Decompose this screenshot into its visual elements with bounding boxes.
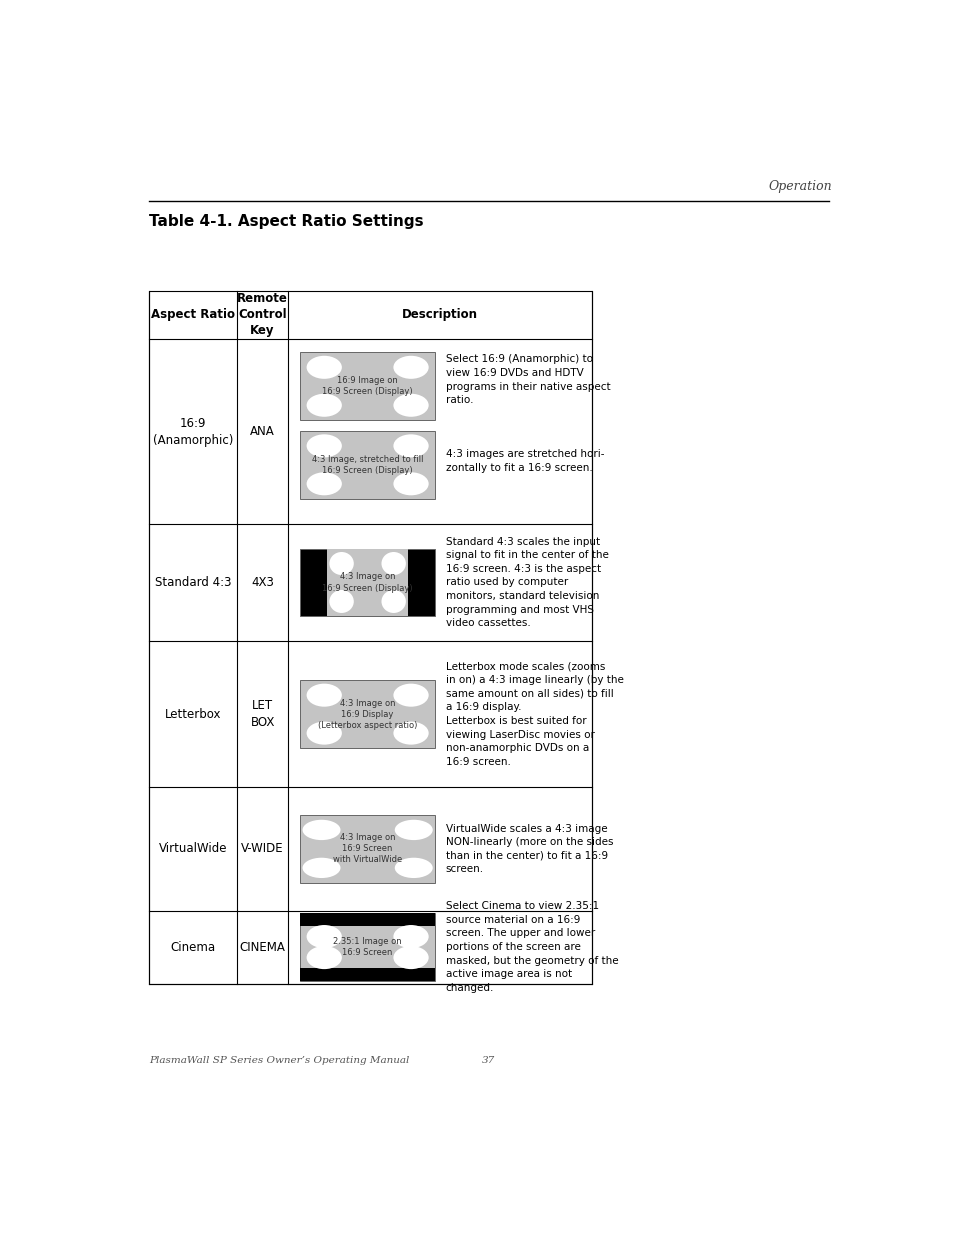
Text: 4:3 Image on
16:9 Display
(Letterbox aspect ratio): 4:3 Image on 16:9 Display (Letterbox asp…: [317, 699, 416, 730]
Ellipse shape: [393, 925, 428, 948]
Text: Remote
Control
Key: Remote Control Key: [237, 293, 288, 337]
Bar: [299, 352, 435, 420]
Ellipse shape: [381, 552, 405, 576]
Text: 16:9 Image on
16:9 Screen (Display): 16:9 Image on 16:9 Screen (Display): [322, 377, 413, 396]
Ellipse shape: [306, 721, 341, 745]
Bar: [299, 968, 435, 981]
Text: 2.35:1 Image on
16:9 Screen: 2.35:1 Image on 16:9 Screen: [333, 937, 401, 957]
Text: 37: 37: [482, 1056, 495, 1065]
Text: Table 4-1. Aspect Ratio Settings: Table 4-1. Aspect Ratio Settings: [149, 214, 423, 228]
Ellipse shape: [306, 684, 341, 706]
Text: Cinema: Cinema: [171, 941, 215, 953]
Ellipse shape: [393, 356, 428, 379]
Text: LET
BOX: LET BOX: [251, 699, 274, 729]
Text: 4X3: 4X3: [251, 576, 274, 589]
Ellipse shape: [381, 590, 405, 613]
Text: V-WIDE: V-WIDE: [241, 842, 284, 856]
Bar: [149, 290, 592, 983]
Text: Select Cinema to view 2.35:1
source material on a 16:9
screen. The upper and low: Select Cinema to view 2.35:1 source mate…: [445, 902, 618, 993]
Ellipse shape: [393, 435, 428, 457]
Text: 4:3 images are stretched hori-
zontally to fit a 16:9 screen.: 4:3 images are stretched hori- zontally …: [445, 450, 603, 473]
Ellipse shape: [393, 946, 428, 969]
Text: Aspect Ratio: Aspect Ratio: [151, 309, 234, 321]
Text: Letterbox: Letterbox: [165, 708, 221, 721]
Bar: [299, 431, 435, 499]
Bar: [299, 680, 435, 748]
Ellipse shape: [393, 394, 428, 416]
Ellipse shape: [393, 721, 428, 745]
Text: VirtualWide scales a 4:3 image
NON-linearly (more on the sides
than in the cente: VirtualWide scales a 4:3 image NON-linea…: [445, 824, 613, 874]
Text: Standard 4:3 scales the input
signal to fit in the center of the
16:9 screen. 4:: Standard 4:3 scales the input signal to …: [445, 537, 608, 629]
Text: 4:3 Image, stretched to fill
16:9 Screen (Display): 4:3 Image, stretched to fill 16:9 Screen…: [312, 454, 423, 475]
Text: 4:3 Image on
16:9 Screen (Display): 4:3 Image on 16:9 Screen (Display): [322, 573, 413, 593]
Ellipse shape: [302, 820, 340, 840]
Text: 16:9
(Anamorphic): 16:9 (Anamorphic): [152, 416, 233, 447]
Text: Standard 4:3: Standard 4:3: [154, 576, 231, 589]
Text: Select 16:9 (Anamorphic) to
view 16:9 DVDs and HDTV
programs in their native asp: Select 16:9 (Anamorphic) to view 16:9 DV…: [445, 354, 610, 405]
Text: Operation: Operation: [768, 180, 831, 193]
Text: ANA: ANA: [250, 425, 274, 438]
Text: PlasmaWall SP Series Owner’s Operating Manual: PlasmaWall SP Series Owner’s Operating M…: [149, 1056, 409, 1065]
Ellipse shape: [306, 435, 341, 457]
Text: 4:3 Image on
16:9 Screen
with VirtualWide: 4:3 Image on 16:9 Screen with VirtualWid…: [333, 834, 402, 864]
Ellipse shape: [393, 472, 428, 495]
Ellipse shape: [306, 394, 341, 416]
Ellipse shape: [329, 590, 354, 613]
Ellipse shape: [395, 820, 433, 840]
Text: VirtualWide: VirtualWide: [158, 842, 227, 856]
Bar: [299, 913, 435, 981]
Text: CINEMA: CINEMA: [239, 941, 285, 953]
Ellipse shape: [306, 946, 341, 969]
Bar: [299, 815, 435, 883]
Text: Letterbox mode scales (zooms
in on) a 4:3 image linearly (by the
same amount on : Letterbox mode scales (zooms in on) a 4:…: [445, 662, 622, 767]
Ellipse shape: [306, 356, 341, 379]
Ellipse shape: [306, 925, 341, 948]
Ellipse shape: [306, 472, 341, 495]
Ellipse shape: [395, 858, 433, 878]
Bar: [299, 913, 435, 926]
Bar: [327, 550, 408, 615]
Ellipse shape: [302, 858, 340, 878]
Ellipse shape: [329, 552, 354, 576]
Text: Description: Description: [401, 309, 477, 321]
Ellipse shape: [393, 684, 428, 706]
Bar: [299, 548, 435, 616]
